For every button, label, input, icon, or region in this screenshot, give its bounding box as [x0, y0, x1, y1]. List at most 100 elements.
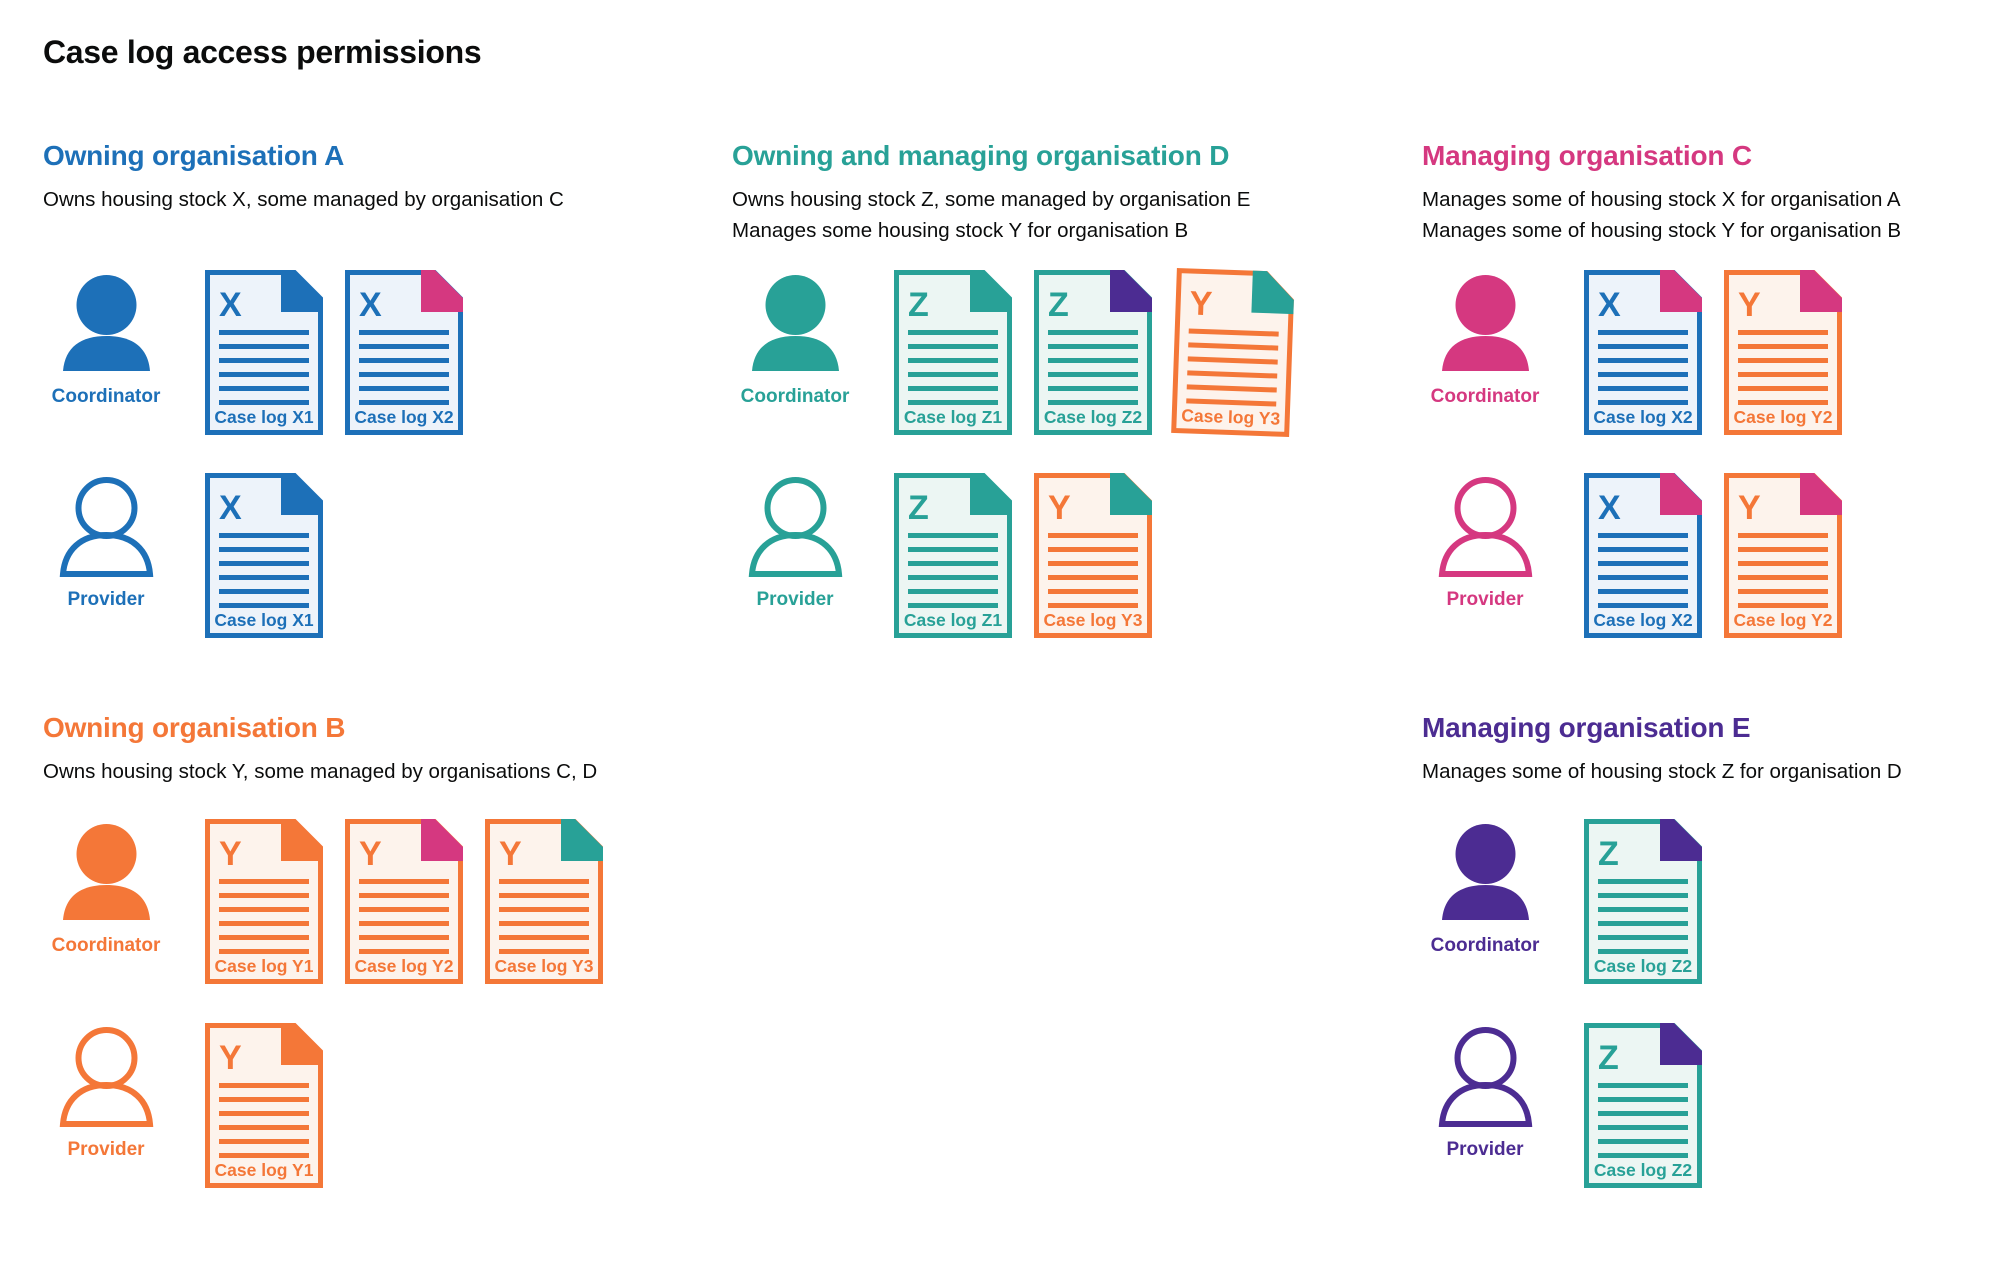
org-description-line: Manages some of housing stock Y for orga… [1422, 219, 1901, 242]
doc-text-line [1048, 400, 1138, 405]
doc-text-line [1048, 358, 1138, 363]
doc-text-line [1598, 1125, 1688, 1130]
coordinator-icon-block: Coordinator [43, 270, 169, 408]
doc-text-line [908, 561, 998, 566]
provider-docs: Z Case log Z2 [1584, 1023, 1702, 1188]
provider-docs: Y Case log Y1 [205, 1023, 323, 1188]
provider-row: Provider X Case log X1 [43, 473, 323, 638]
provider-icon-block: Provider [1422, 473, 1548, 611]
doc-letter: Z [1598, 1039, 1619, 1077]
doc-label: Case log X2 [354, 407, 453, 427]
doc-label: Case log Y2 [1734, 610, 1833, 630]
doc-text-line [219, 589, 309, 594]
doc-letter: Z [908, 489, 929, 527]
doc-text-line [1598, 921, 1688, 926]
doc-text-line [1598, 935, 1688, 940]
doc-text-line [359, 330, 449, 335]
doc-folded-corner [1660, 270, 1702, 312]
doc-text-line [219, 330, 309, 335]
doc-letter: Y [1738, 286, 1761, 324]
provider-docs: Z Case log Z1 Y Case log Y3 [894, 473, 1152, 638]
coordinator-icon-block: Coordinator [732, 270, 858, 408]
doc-case-log-x1: X Case log X1 [205, 270, 323, 435]
doc-text-line [219, 1083, 309, 1088]
doc-text-line [1598, 344, 1688, 349]
org-description-line: Manages some of housing stock Z for orga… [1422, 760, 1902, 783]
coordinator-person-icon [751, 275, 839, 371]
doc-text-line [1048, 372, 1138, 377]
doc-text-line [1598, 1097, 1688, 1102]
coordinator-docs: Y Case log Y1 Y Case log Y2 Y Case log Y… [205, 819, 603, 984]
doc-text-line [499, 879, 589, 884]
doc-text-line [219, 907, 309, 912]
doc-label: Case log Y2 [355, 956, 454, 976]
coordinator-icon-block: Coordinator [1422, 819, 1548, 957]
org-description-line: Owns housing stock Z, some managed by or… [732, 188, 1251, 211]
doc-text-line [1738, 330, 1828, 335]
org-section-org-b: Owning organisation B Owns housing stock … [43, 712, 703, 1212]
doc-text-line [359, 386, 449, 391]
provider-icon-block: Provider [43, 1023, 169, 1161]
doc-case-log-z2: Z Case log Z2 [1584, 1023, 1702, 1188]
doc-page-shape [205, 473, 323, 638]
doc-text-line [1598, 1153, 1688, 1158]
doc-text-line [359, 400, 449, 405]
provider-icon-block: Provider [1422, 1023, 1548, 1161]
provider-icon-block: Provider [43, 473, 169, 611]
doc-folded-corner [1800, 473, 1842, 515]
doc-text-line [359, 921, 449, 926]
doc-text-line [219, 575, 309, 580]
doc-text-line [1598, 386, 1688, 391]
doc-text-line [1738, 372, 1828, 377]
doc-case-log-y3: Y Case log Y3 [1171, 267, 1295, 438]
doc-text-line [219, 386, 309, 391]
doc-text-line [219, 921, 309, 926]
doc-folded-corner [561, 819, 603, 861]
provider-person-icon [59, 477, 153, 577]
provider-icon-block: Provider [732, 473, 858, 611]
doc-text-line [219, 1111, 309, 1116]
provider-person-icon [748, 477, 842, 577]
coordinator-row: Coordinator Z Case log Z2 [1422, 819, 1702, 984]
doc-page-shape [205, 270, 323, 435]
org-description-line: Owns housing stock X, some managed by or… [43, 188, 564, 211]
doc-text-line [499, 935, 589, 940]
doc-folded-corner [421, 270, 463, 312]
doc-text-line [1048, 533, 1138, 538]
coordinator-person-icon [1441, 824, 1529, 920]
doc-text-line [499, 921, 589, 926]
doc-label: Case log Y1 [215, 956, 314, 976]
doc-page-shape [1584, 819, 1702, 984]
doc-page-shape [1034, 473, 1152, 638]
doc-text-line [219, 893, 309, 898]
provider-label: Provider [1446, 589, 1524, 610]
doc-case-log-y1: Y Case log Y1 [205, 1023, 323, 1188]
doc-text-line [219, 358, 309, 363]
doc-text-line [908, 344, 998, 349]
doc-letter: Y [359, 835, 382, 873]
doc-case-log-y3: Y Case log Y3 [485, 819, 603, 984]
doc-folded-corner [1800, 270, 1842, 312]
doc-label: Case log Z2 [1594, 1160, 1692, 1180]
doc-label: Case log Z1 [904, 407, 1002, 427]
doc-letter: X [1598, 286, 1621, 324]
doc-label: Case log Y2 [1734, 407, 1833, 427]
doc-text-line [1598, 575, 1688, 580]
coordinator-docs: Z Case log Z2 [1584, 819, 1702, 984]
coordinator-row: Coordinator Y Case log Y1 Y Case log Y2 … [43, 819, 603, 984]
doc-case-log-x1: X Case log X1 [205, 473, 323, 638]
org-heading: Owning organisation A [43, 140, 345, 171]
doc-letter: X [219, 286, 242, 324]
provider-person-icon [1438, 1027, 1532, 1127]
doc-page-shape [894, 473, 1012, 638]
doc-text-line [1598, 893, 1688, 898]
coordinator-label: Coordinator [1430, 935, 1540, 956]
doc-label: Case log Y3 [1044, 610, 1143, 630]
doc-case-log-y1: Y Case log Y1 [205, 819, 323, 984]
doc-text-line [359, 949, 449, 954]
provider-docs: X Case log X1 [205, 473, 323, 638]
doc-text-line [908, 358, 998, 363]
doc-text-line [219, 344, 309, 349]
doc-folded-corner [281, 819, 323, 861]
org-section-org-d: Owning and managing organisation D Owns h… [732, 140, 1392, 700]
